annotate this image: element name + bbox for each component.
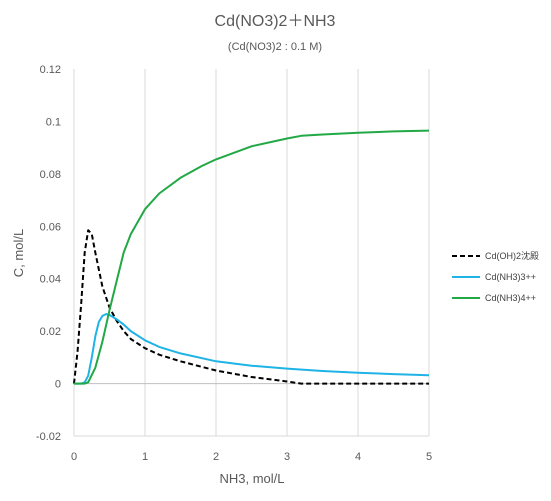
gridlines <box>144 69 430 436</box>
legend-label-3: Cd(NH3)4++ <box>485 293 536 303</box>
chart-title: Cd(NO3)2＋NH3 <box>215 13 336 30</box>
y-tick-label: 0.04 <box>40 274 61 286</box>
y-tick-label: 0.08 <box>40 169 61 181</box>
x-tick-label: 0 <box>71 451 77 463</box>
y-tick-label: 0.1 <box>46 116 61 128</box>
y-tick-label: -0.02 <box>36 431 61 443</box>
x-tick-label: 4 <box>355 451 361 463</box>
x-tick-label: 2 <box>213 451 219 463</box>
x-tick-label: 5 <box>426 451 432 463</box>
x-tick-label: 3 <box>284 451 290 463</box>
x-axis-label: NH3, mol/L <box>219 471 284 486</box>
y-tick-label: 0.06 <box>40 221 61 233</box>
y-tick-label: 0.12 <box>40 64 61 76</box>
legend: Cd(OH)2沈殿 Cd(NH3)3++ Cd(NH3)4++ <box>452 250 539 303</box>
chart-subtitle: (Cd(NO3)2 : 0.1 M) <box>228 41 322 53</box>
y-tick-label: 0.02 <box>40 326 61 338</box>
y-tick-label: 0 <box>55 379 61 391</box>
legend-label-1: Cd(OH)2沈殿 <box>485 250 539 261</box>
axes: -0.02 0 0.02 0.04 0.06 0.08 0.1 0.12 0 1 2 3 4 5 <box>36 64 432 463</box>
series-line-1 <box>73 229 429 385</box>
x-tick-label: 1 <box>142 451 148 463</box>
series-line-2 <box>74 313 430 385</box>
series-group <box>73 129 430 385</box>
legend-label-2: Cd(NH3)3++ <box>485 272 536 282</box>
series-line-3 <box>74 129 430 385</box>
y-axis-label: C, mol/L <box>11 229 26 277</box>
